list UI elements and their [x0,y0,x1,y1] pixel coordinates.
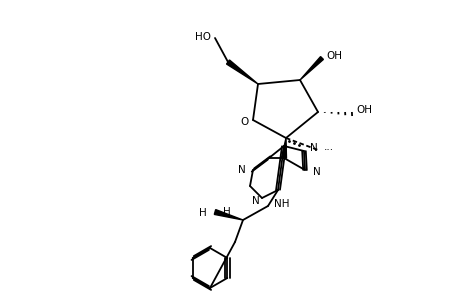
Text: H: H [199,208,207,218]
Polygon shape [281,138,286,158]
Polygon shape [226,60,257,84]
Text: HO: HO [195,32,211,42]
Text: O: O [240,117,248,127]
Text: N: N [238,165,246,175]
Text: ···: ··· [323,145,333,155]
Text: OH: OH [325,51,341,61]
Text: N: N [309,143,317,153]
Polygon shape [214,210,242,220]
Text: N: N [252,196,259,206]
Text: H: H [223,207,230,217]
Text: NH: NH [274,199,289,209]
Text: OH: OH [355,105,371,115]
Polygon shape [299,57,323,80]
Text: N: N [312,167,320,177]
